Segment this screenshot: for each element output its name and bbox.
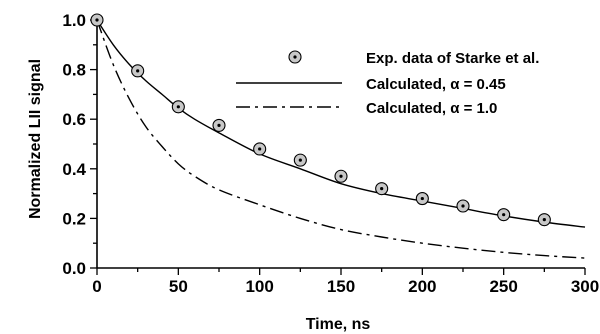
series-layer xyxy=(90,13,586,259)
data-point xyxy=(253,142,267,156)
x-tick-label: 100 xyxy=(245,277,273,296)
data-point xyxy=(131,64,145,78)
axes: 0 50 100 150 200 250 300 0.0 0.2 0.4 0.6 0.8 1.0 xyxy=(62,11,599,296)
legend-label: Calculated, α = 0.45 xyxy=(366,76,506,93)
legend-label: Calculated, α = 1.0 xyxy=(366,100,497,117)
series-exp-data xyxy=(90,13,551,227)
y-tick-label: 0.4 xyxy=(62,160,86,179)
y-axis-title: Normalized LII signal xyxy=(27,59,44,219)
data-point xyxy=(212,118,226,132)
y-tick-label: 0.0 xyxy=(62,259,86,278)
marker-dot xyxy=(217,123,221,127)
y-tick-label: 0.2 xyxy=(62,209,86,228)
data-point xyxy=(334,169,348,183)
legend-marker xyxy=(288,50,302,64)
marker-dot xyxy=(502,213,506,217)
data-point xyxy=(171,100,185,114)
x-tick-label: 250 xyxy=(489,277,517,296)
marker-dot xyxy=(380,187,384,191)
marker-dot xyxy=(420,196,424,201)
x-axis-title: Time, ns xyxy=(306,316,371,333)
data-point xyxy=(415,192,429,206)
data-point xyxy=(90,13,104,27)
data-point xyxy=(537,213,551,227)
x-tick-label: 300 xyxy=(571,277,599,296)
marker-dot xyxy=(339,174,343,178)
data-point xyxy=(293,153,307,167)
series-alpha-10-line xyxy=(96,19,586,259)
y-tick-label: 0.8 xyxy=(62,61,86,80)
marker-dot xyxy=(298,158,302,162)
data-point xyxy=(456,199,470,213)
x-tick-label: 0 xyxy=(92,277,101,296)
x-tick-label: 200 xyxy=(408,277,436,296)
data-point xyxy=(375,182,389,196)
marker-dot xyxy=(461,204,465,208)
marker-dot xyxy=(95,18,99,22)
y-tick-label: 1.0 xyxy=(62,11,86,30)
data-point xyxy=(497,208,511,222)
legend: Exp. data of Starke et al. Calculated, α … xyxy=(236,50,539,117)
marker-dot xyxy=(542,218,546,222)
y-tick-label: 0.6 xyxy=(62,110,86,129)
marker-dot xyxy=(176,105,180,109)
x-tick-label: 150 xyxy=(327,277,355,296)
x-tick-label: 50 xyxy=(169,277,188,296)
marker-dot xyxy=(258,147,262,151)
marker-dot xyxy=(136,69,140,73)
marker-dot xyxy=(293,55,297,59)
legend-label: Exp. data of Starke et al. xyxy=(366,50,539,67)
